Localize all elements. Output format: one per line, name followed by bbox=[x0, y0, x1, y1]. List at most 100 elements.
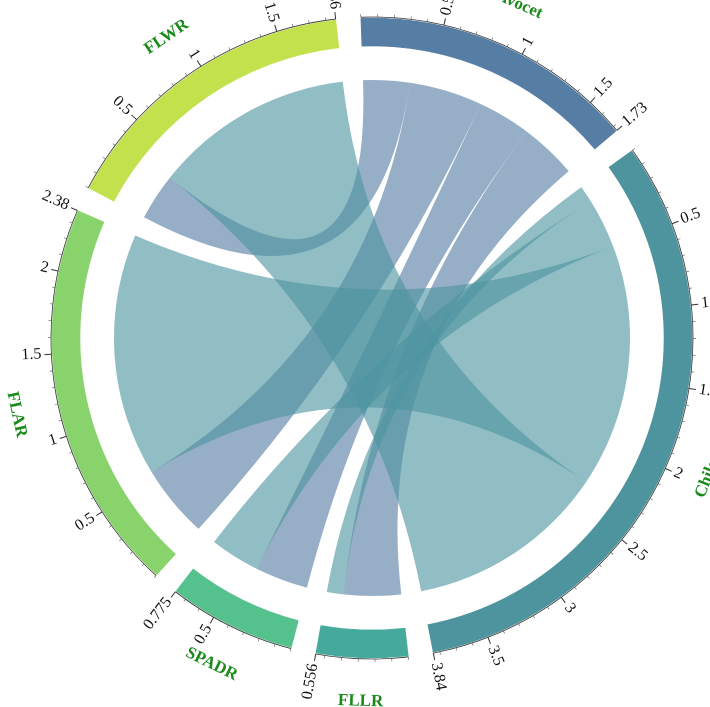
major-tick bbox=[521, 47, 526, 55]
minor-tick bbox=[141, 563, 145, 567]
minor-tick bbox=[677, 238, 681, 240]
sector-axis-flwr bbox=[87, 18, 336, 188]
minor-tick bbox=[681, 420, 686, 423]
tick-label-chilero: 2 bbox=[671, 464, 685, 483]
major-tick bbox=[51, 269, 59, 272]
minor-tick bbox=[158, 93, 161, 97]
sector-label-spadr: SPADR bbox=[183, 642, 242, 684]
tick-label-chilero: 2.5 bbox=[625, 539, 651, 565]
minor-tick bbox=[108, 525, 112, 528]
minor-tick bbox=[586, 575, 590, 579]
minor-tick bbox=[75, 467, 79, 470]
minor-tick bbox=[671, 452, 675, 455]
major-tick bbox=[487, 637, 491, 645]
minor-tick bbox=[613, 124, 617, 127]
minor-tick bbox=[657, 483, 661, 486]
minor-tick bbox=[123, 130, 126, 133]
major-tick bbox=[560, 596, 566, 604]
major-tick bbox=[59, 435, 67, 439]
sector-arc-flar bbox=[51, 210, 176, 576]
sector-axis-spadr bbox=[175, 591, 292, 650]
sector-label-flar: FLAR bbox=[4, 390, 32, 440]
minor-tick bbox=[185, 73, 188, 76]
sector-label-chilero: Chilero bbox=[690, 443, 710, 501]
minor-tick bbox=[259, 33, 262, 37]
sector-axis-avocet bbox=[360, 16, 618, 131]
minor-tick bbox=[257, 638, 260, 642]
minor-tick bbox=[658, 191, 662, 194]
sector-arc-chilero bbox=[427, 150, 693, 653]
minor-tick bbox=[550, 68, 553, 72]
sector-axis-fllr bbox=[315, 653, 409, 660]
minor-tick bbox=[183, 599, 186, 602]
tick-label-chilero: 1.5 bbox=[698, 381, 710, 401]
minor-tick bbox=[119, 538, 122, 542]
minor-tick bbox=[574, 586, 577, 590]
sector-arc-spadr bbox=[175, 568, 299, 648]
minor-tick bbox=[213, 55, 216, 58]
minor-tick bbox=[427, 18, 429, 22]
sector-label-fllr: FLLR bbox=[338, 690, 385, 707]
tick-label-avocet: 1 bbox=[519, 34, 538, 49]
tick-label-flar: 1.5 bbox=[21, 345, 42, 363]
tick-label-chilero: 3.84 bbox=[428, 661, 450, 692]
minor-tick bbox=[102, 157, 106, 160]
major-tick bbox=[691, 303, 699, 306]
minor-tick bbox=[82, 482, 86, 485]
links-layer bbox=[113, 80, 630, 596]
minor-tick bbox=[112, 143, 116, 146]
major-tick bbox=[589, 97, 596, 103]
minor-tick bbox=[599, 564, 602, 567]
major-tick bbox=[621, 539, 628, 545]
minor-tick bbox=[459, 26, 462, 30]
minor-tick bbox=[242, 632, 244, 636]
major-tick bbox=[665, 468, 672, 472]
tick-label-flar: 1 bbox=[46, 431, 59, 450]
minor-tick bbox=[686, 271, 690, 273]
minor-tick bbox=[506, 43, 509, 47]
sector-axis-chilero bbox=[433, 150, 694, 654]
tick-label-chilero: 1 bbox=[700, 294, 710, 312]
minor-tick bbox=[641, 162, 645, 165]
minor-tick bbox=[682, 254, 686, 256]
minor-tick bbox=[677, 436, 681, 439]
sector-label-flwr: FLWR bbox=[140, 14, 192, 58]
minor-tick bbox=[602, 111, 605, 115]
minor-tick bbox=[273, 643, 276, 647]
sectors-layer bbox=[44, 12, 699, 662]
minor-tick bbox=[63, 237, 67, 239]
minor-tick bbox=[93, 171, 97, 174]
minor-tick bbox=[632, 148, 635, 151]
major-tick bbox=[313, 653, 317, 662]
minor-tick bbox=[547, 606, 550, 610]
minor-tick bbox=[59, 253, 63, 256]
minor-tick bbox=[536, 59, 539, 63]
minor-tick bbox=[503, 630, 505, 634]
major-tick bbox=[170, 591, 176, 598]
minor-tick bbox=[308, 20, 310, 24]
sector-arc-fllr bbox=[315, 625, 409, 659]
minor-tick bbox=[90, 497, 94, 500]
tick-label-chilero: 0.5 bbox=[678, 204, 703, 227]
sector-label-avocet: Avocet bbox=[494, 0, 547, 22]
sector-arc-avocet bbox=[360, 17, 617, 150]
major-tick bbox=[432, 652, 436, 661]
tick-label-avocet: 1.73 bbox=[618, 99, 650, 130]
major-tick bbox=[443, 18, 446, 26]
minor-tick bbox=[532, 615, 535, 619]
minor-tick bbox=[631, 526, 635, 529]
minor-tick bbox=[228, 47, 231, 51]
major-tick bbox=[334, 12, 337, 20]
minor-tick bbox=[58, 419, 62, 422]
tick-label-avocet: 1.5 bbox=[590, 74, 616, 100]
major-tick bbox=[671, 220, 679, 225]
minor-tick bbox=[564, 78, 567, 82]
major-tick bbox=[274, 24, 278, 32]
minor-tick bbox=[226, 624, 229, 628]
minor-tick bbox=[69, 221, 73, 224]
minor-tick bbox=[518, 623, 521, 627]
minor-tick bbox=[130, 551, 133, 554]
minor-tick bbox=[85, 186, 89, 189]
minor-tick bbox=[69, 451, 73, 454]
